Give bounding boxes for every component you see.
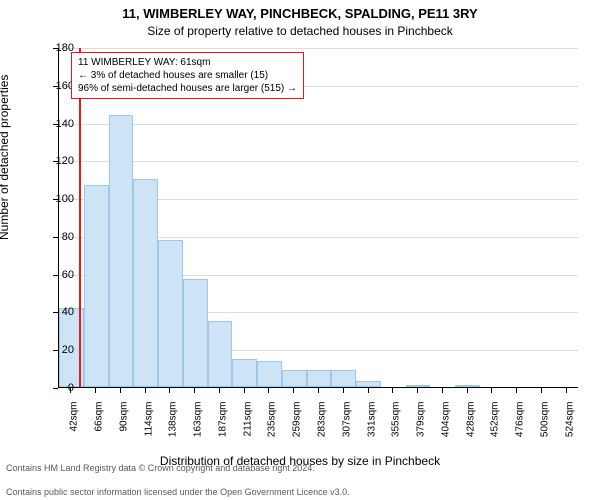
x-tick-label: 428sqm — [465, 402, 476, 438]
footer-attribution: Contains HM Land Registry data © Crown c… — [6, 450, 350, 498]
x-tick-mark — [145, 388, 146, 393]
histogram-bar — [307, 370, 332, 387]
histogram-bar — [257, 361, 282, 387]
annotation-line2: ← 3% of detached houses are smaller (15) — [78, 69, 297, 82]
x-tick-mark — [467, 388, 468, 393]
histogram-bar — [183, 279, 208, 387]
y-tick-label: 180 — [44, 42, 74, 54]
histogram-bar — [232, 359, 257, 387]
x-tick-label: 187sqm — [217, 402, 228, 438]
footer-line1: Contains HM Land Registry data © Crown c… — [6, 463, 315, 473]
plot-area: 11 WIMBERLEY WAY: 61sqm ← 3% of detached… — [58, 48, 578, 388]
histogram-bar — [331, 370, 356, 387]
x-tick-label: 211sqm — [242, 402, 253, 437]
x-tick-mark — [566, 388, 567, 393]
x-tick-label: 524sqm — [564, 402, 575, 438]
y-tick-label: 100 — [44, 193, 74, 205]
x-tick-label: 355sqm — [391, 402, 402, 438]
x-tick-label: 500sqm — [539, 402, 550, 438]
y-tick-mark — [53, 350, 58, 351]
histogram-bar — [158, 240, 183, 387]
x-tick-label: 259sqm — [292, 402, 303, 438]
x-tick-mark — [293, 388, 294, 393]
x-tick-label: 379sqm — [416, 402, 427, 438]
x-tick-label: 163sqm — [193, 402, 204, 438]
x-tick-mark — [541, 388, 542, 393]
x-tick-label: 114sqm — [143, 402, 154, 437]
x-tick-label: 283sqm — [317, 402, 328, 438]
x-tick-mark — [169, 388, 170, 393]
x-tick-mark — [392, 388, 393, 393]
x-tick-mark — [417, 388, 418, 393]
y-tick-label: 120 — [44, 155, 74, 167]
y-axis-label: Number of detached properties — [0, 75, 11, 240]
x-tick-mark — [516, 388, 517, 393]
x-tick-label: 42sqm — [69, 402, 80, 432]
x-tick-mark — [244, 388, 245, 393]
histogram-bar — [356, 381, 381, 387]
y-tick-mark — [53, 388, 58, 389]
histogram-bar — [133, 179, 158, 387]
x-tick-label: 235sqm — [267, 402, 278, 438]
y-tick-mark — [53, 237, 58, 238]
histogram-bar — [406, 385, 431, 387]
y-tick-label: 40 — [44, 306, 74, 318]
x-tick-label: 138sqm — [168, 402, 179, 438]
x-tick-mark — [343, 388, 344, 393]
histogram-bar — [84, 185, 109, 387]
x-tick-mark — [268, 388, 269, 393]
histogram-bar — [455, 385, 480, 387]
y-tick-label: 20 — [44, 344, 74, 356]
x-tick-label: 452sqm — [490, 402, 501, 438]
x-tick-label: 66sqm — [94, 402, 105, 432]
x-tick-mark — [318, 388, 319, 393]
y-tick-mark — [53, 312, 58, 313]
x-tick-mark — [120, 388, 121, 393]
x-tick-mark — [95, 388, 96, 393]
x-tick-label: 331sqm — [366, 402, 377, 438]
histogram-bar — [208, 321, 233, 387]
annotation-line1: 11 WIMBERLEY WAY: 61sqm — [78, 56, 297, 69]
chart-container: 11, WIMBERLEY WAY, PINCHBECK, SPALDING, … — [0, 0, 600, 500]
x-tick-mark — [194, 388, 195, 393]
y-tick-mark — [53, 199, 58, 200]
y-tick-label: 160 — [44, 80, 74, 92]
y-tick-mark — [53, 86, 58, 87]
chart-subtitle: Size of property relative to detached ho… — [0, 24, 600, 38]
footer-line2: Contains public sector information licen… — [6, 487, 350, 497]
histogram-bar — [282, 370, 307, 387]
y-tick-mark — [53, 161, 58, 162]
x-tick-mark — [442, 388, 443, 393]
x-tick-label: 476sqm — [515, 402, 526, 438]
y-tick-mark — [53, 124, 58, 125]
gridline — [59, 48, 578, 49]
y-tick-mark — [53, 275, 58, 276]
histogram-bar — [109, 115, 134, 387]
chart-title: 11, WIMBERLEY WAY, PINCHBECK, SPALDING, … — [0, 6, 600, 21]
gridline — [59, 161, 578, 162]
x-tick-mark — [368, 388, 369, 393]
x-tick-mark — [219, 388, 220, 393]
y-tick-label: 80 — [44, 231, 74, 243]
y-tick-label: 140 — [44, 118, 74, 130]
annotation-line3: 96% of semi-detached houses are larger (… — [78, 82, 297, 95]
y-tick-mark — [53, 48, 58, 49]
annotation-box: 11 WIMBERLEY WAY: 61sqm ← 3% of detached… — [71, 52, 304, 99]
x-tick-label: 307sqm — [341, 402, 352, 438]
x-tick-label: 90sqm — [118, 402, 129, 432]
x-tick-label: 404sqm — [440, 402, 451, 438]
x-tick-mark — [491, 388, 492, 393]
y-tick-label: 60 — [44, 269, 74, 281]
gridline — [59, 124, 578, 125]
x-tick-mark — [70, 388, 71, 393]
